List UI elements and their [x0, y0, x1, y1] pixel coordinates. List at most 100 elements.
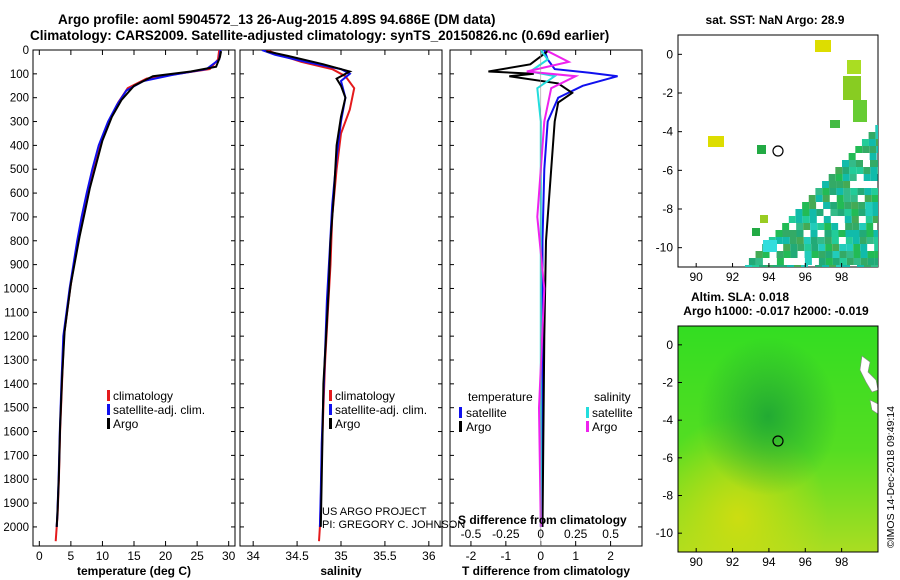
salinity-profile-group: 34 34.5 35 35.5 36 salinity climatologysatelli…: [240, 49, 442, 578]
sst-cell: [824, 237, 832, 244]
sst-cell: [790, 251, 798, 258]
sst-cell: [757, 145, 766, 154]
map-x-tick-label: 92: [726, 270, 740, 284]
series-group: [54, 50, 223, 542]
sst-cell: [877, 167, 878, 174]
sst-cell: [815, 265, 822, 267]
series-line-argo: [266, 50, 353, 527]
x-tick-label: -1: [501, 549, 512, 563]
sst-cell: [823, 202, 831, 209]
sst-cell: [803, 237, 811, 244]
legend-title-salinity: salinity: [594, 390, 631, 404]
sst-cell: [835, 167, 843, 174]
sst-cell: [804, 244, 812, 251]
y-tick-label: 1700: [3, 450, 29, 462]
sst-cell: [795, 209, 803, 216]
sst-cell: [780, 265, 787, 267]
sst-cell: [829, 265, 836, 267]
sst-cell: [788, 216, 796, 223]
map-y-tick-label: -2: [662, 86, 673, 100]
sst-cell: [871, 265, 878, 267]
argo-location-marker: [772, 145, 784, 157]
sst-cell: [842, 160, 849, 167]
legend-entry: satellite: [592, 406, 633, 420]
legend-entry: satellite: [466, 406, 507, 420]
chart-title-line1: Argo profile: aoml 5904572_13 26-Aug-201…: [58, 12, 496, 27]
sst-cell: [789, 237, 797, 244]
sst-cell: [822, 195, 830, 202]
sst-cell: [831, 230, 839, 237]
map-y-tick-label: 0: [666, 338, 673, 352]
sst-cell: [856, 160, 863, 167]
sst-cell: [875, 125, 878, 132]
sst-cell: [808, 195, 816, 202]
legend-entry: climatology: [113, 389, 173, 403]
sst-cell: [847, 60, 861, 74]
legend-swatch: [459, 421, 462, 432]
series-group: [488, 50, 618, 546]
sst-map-frame: [677, 34, 879, 268]
sst-cell: [797, 244, 805, 251]
sst-cell: [775, 237, 783, 244]
sst-cell: [794, 265, 801, 267]
y-tick-label: 1300: [3, 355, 29, 367]
top-tick-label: 0.5: [602, 527, 619, 541]
sst-cell: [828, 174, 836, 181]
sst-cell: [860, 251, 868, 258]
sst-cell: [825, 258, 833, 265]
legend-swatch: [107, 404, 110, 415]
sla-map-title-line1: Altim. SLA: 0.018: [691, 290, 789, 304]
map-x-tick-label: 98: [835, 270, 849, 284]
sst-cell: [804, 251, 812, 258]
sst-cell: [795, 216, 803, 223]
sst-cell: [831, 223, 839, 230]
sst-cell: [853, 258, 861, 265]
sst-cell: [755, 258, 763, 265]
sst-cell: [835, 174, 843, 181]
legend-entry: Argo: [335, 417, 361, 431]
legend-swatch: [107, 418, 110, 429]
sst-cell: [748, 258, 756, 265]
sst-cell: [872, 209, 878, 216]
difference-profile-group: -2 -1 0 1 2T difference from climatology S di…: [450, 49, 642, 578]
sst-cell: [782, 223, 790, 230]
sst-cell: [832, 258, 840, 265]
sst-cell: [850, 195, 858, 202]
sst-cell: [851, 216, 859, 223]
sla-low-region: [678, 326, 878, 552]
sst-cell: [822, 188, 830, 195]
y-tick-label: 1500: [3, 403, 29, 415]
sst-cell: [745, 265, 752, 267]
sst-cell: [811, 251, 819, 258]
sst-cell: [836, 195, 844, 202]
sst-cell: [829, 188, 837, 195]
sst-cell: [763, 240, 777, 252]
sst-cell: [870, 174, 878, 181]
sst-cell: [855, 146, 863, 153]
sst-cell: [873, 237, 878, 244]
sst-cell: [843, 181, 851, 188]
sst-cell: [852, 230, 860, 237]
map-x-tick-label: 96: [799, 270, 813, 284]
sst-cell: [796, 237, 804, 244]
x-tick-label: 34.5: [285, 549, 309, 563]
sst-cell: [869, 153, 877, 160]
sst-cell: [874, 258, 878, 265]
sla-land-mask: [859, 355, 878, 393]
sst-cell: [845, 230, 853, 237]
sst-cell: [787, 265, 794, 267]
sst-cell: [832, 251, 840, 258]
sst-cell: [875, 132, 878, 139]
sst-cell: [868, 132, 876, 139]
sst-cell: [860, 258, 868, 265]
sst-cell: [867, 251, 875, 258]
sst-cell: [832, 244, 840, 251]
x-tick-label: 25: [190, 549, 204, 563]
y-tick-label: 2000: [3, 522, 29, 534]
top-tick-label: 0: [537, 527, 544, 541]
x-tick-label: 10: [96, 549, 110, 563]
sst-cell: [844, 202, 852, 209]
x-tick-label: 0: [537, 549, 544, 563]
y-tick-label: 1600: [3, 427, 29, 439]
x-tick-label: 15: [127, 549, 141, 563]
